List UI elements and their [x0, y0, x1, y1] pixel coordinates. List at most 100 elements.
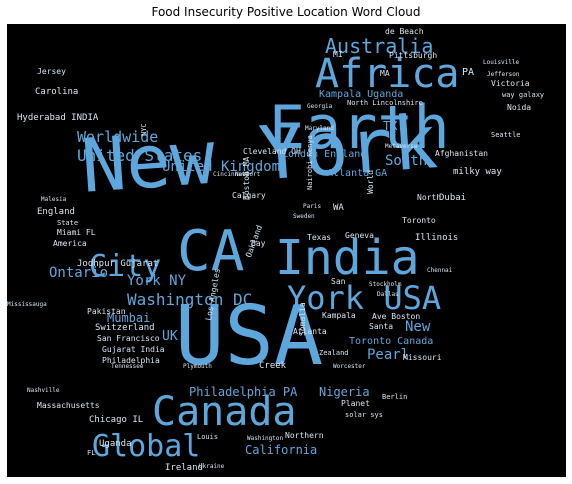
cloud-word: Paris	[303, 203, 322, 210]
cloud-word: Chicago IL	[89, 415, 144, 425]
cloud-word: Planet	[341, 399, 370, 408]
cloud-word: England	[37, 207, 75, 217]
cloud-word: Santa	[369, 322, 394, 331]
cloud-word: Berlin	[382, 393, 408, 401]
cloud-word: Global	[92, 429, 201, 464]
cloud-word: PA	[462, 67, 475, 78]
cloud-word: UK	[162, 329, 178, 344]
cloud-word: Africa	[315, 51, 460, 97]
cloud-word: State	[57, 219, 79, 227]
cloud-word: Boston MA	[242, 156, 251, 200]
cloud-word: Jodhpur Gujarat	[77, 259, 159, 269]
cloud-word: North Lincolnshire	[347, 99, 423, 107]
cloud-word: Kampala Uganda	[319, 89, 404, 100]
cloud-word: Ireland	[165, 463, 203, 473]
cloud-word: WA	[333, 203, 344, 213]
cloud-word: MI	[333, 50, 343, 59]
cloud-word: Australia	[325, 34, 434, 58]
cloud-word: Toronto Canada	[349, 336, 434, 347]
cloud-word: Toronto	[402, 216, 436, 225]
cloud-word: Metaverse	[385, 143, 418, 150]
cloud-word: South	[385, 153, 428, 169]
cloud-word: Calgary	[232, 191, 266, 200]
cloud-word: Geneva	[345, 231, 374, 240]
cloud-word: Tennessee	[111, 363, 144, 370]
cloud-word: Carolina	[35, 87, 79, 97]
cloud-word: Nigeria	[319, 385, 370, 399]
cloud-word: CA	[177, 219, 245, 284]
cloud-word: Philadelphia	[102, 356, 160, 365]
cloud-word: California	[245, 443, 318, 457]
cloud-word: Stockholm	[369, 281, 402, 288]
cloud-word: NYC	[140, 123, 148, 136]
cloud-word: New	[405, 319, 431, 335]
cloud-word: Dubai	[439, 193, 467, 203]
cloud-word: Atlanta GA	[327, 168, 388, 179]
word-cloud: New York USA Earth CA India Africa Canada York …	[7, 24, 566, 477]
cloud-word: Cincinnati	[213, 171, 250, 178]
cloud-word: Washington DC	[127, 290, 253, 309]
cloud-word: London England	[282, 149, 367, 160]
cloud-word: Ukraine	[199, 463, 225, 470]
cloud-word: Nashville	[27, 387, 60, 394]
cloud-word: Earth	[269, 93, 450, 163]
cloud-word: MA	[380, 69, 390, 78]
cloud-word: Ave Boston	[372, 312, 421, 321]
cloud-word: Newport	[235, 171, 261, 178]
cloud-word: Jefferson	[487, 71, 520, 78]
cloud-word: Plymouth	[183, 363, 212, 370]
cloud-word: Washington	[247, 435, 284, 442]
cloud-word: San Francisco	[97, 334, 160, 343]
cloud-word: Zealand	[319, 349, 349, 357]
cloud-word: Noida	[507, 103, 532, 112]
cloud-word: Gujarat India	[102, 345, 165, 354]
cloud-word: Dallas	[377, 291, 399, 298]
cloud-word: way galaxy	[502, 91, 545, 99]
cloud-word: Cleveland OH	[243, 147, 301, 156]
cloud-word: Northern	[285, 431, 324, 440]
cloud-word: Bay	[251, 239, 266, 248]
cloud-word: Pearl	[367, 347, 410, 363]
cloud-word: Malesia	[41, 196, 67, 203]
cloud-word: Mumbai	[107, 311, 151, 325]
cloud-word: Worcester	[333, 363, 366, 370]
cloud-word: America	[53, 239, 87, 248]
cloud-word: Victoria	[491, 79, 530, 88]
cloud-word: Hyderabad INDIA	[17, 113, 99, 123]
cloud-word: Uganda	[99, 439, 132, 449]
cloud-word: San	[331, 277, 346, 286]
cloud-word: Mississauga	[7, 301, 47, 308]
cloud-word: Jersey	[37, 67, 66, 76]
cloud-word: Louis	[197, 433, 219, 441]
cloud-word: Somalia	[298, 302, 307, 336]
cloud-word: City	[89, 249, 162, 284]
cloud-word: Canada	[152, 389, 297, 435]
cloud-word: Worldwide	[77, 128, 159, 146]
cloud-word: Seattle	[491, 131, 521, 139]
cloud-word: TX	[383, 119, 398, 133]
cloud-word: Maryland	[305, 125, 334, 132]
cloud-word: United Kingdom	[162, 159, 281, 175]
cloud-word: Kampala	[322, 311, 356, 320]
cloud-word: Switzerland	[95, 323, 155, 333]
cloud-word: Creek	[259, 361, 287, 371]
cloud-word: Atlanta	[293, 327, 327, 336]
chart-title: Food Insecurity Positive Location Word C…	[151, 5, 421, 19]
cloud-word: Louisville	[483, 59, 520, 66]
cloud-word: Nairobi Kenya	[306, 135, 314, 190]
cloud-word: Sweden	[293, 213, 315, 220]
cloud-word: World	[366, 169, 375, 194]
cloud-word: USA	[175, 289, 324, 384]
cloud-word: India	[275, 230, 420, 286]
cloud-word: solar sys	[345, 411, 383, 419]
cloud-word: North	[417, 193, 442, 202]
cloud-word: Miami FL	[57, 228, 96, 237]
cloud-word: York NY	[127, 273, 187, 289]
cloud-word: FL	[87, 449, 96, 457]
cloud-word: Chennai	[427, 267, 453, 274]
cloud-word: milky way	[453, 167, 502, 177]
cloud-word: York USA	[287, 279, 442, 317]
cloud-word: Pakistan	[87, 307, 126, 316]
cloud-word: Georgia	[307, 103, 333, 110]
cloud-word: Ontario	[49, 265, 109, 281]
